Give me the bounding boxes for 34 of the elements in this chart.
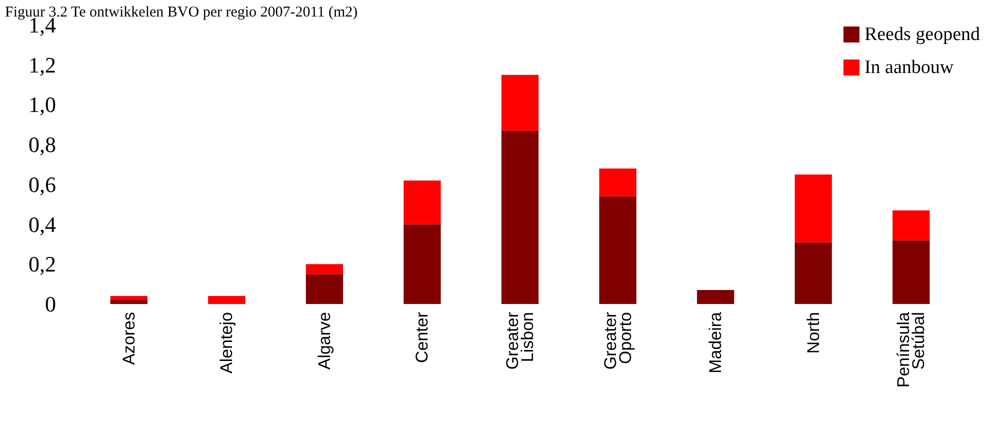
x-tick-label: North	[804, 312, 823, 354]
bar	[794, 242, 832, 304]
bar	[208, 296, 246, 304]
bar	[696, 290, 734, 304]
y-tick-label: 0,6	[28, 172, 56, 197]
x-tick-label: Algarve	[314, 312, 334, 370]
bar	[306, 264, 344, 274]
y-tick-label: 1,2	[28, 52, 56, 78]
y-tick-label: 0,4	[28, 212, 56, 237]
y-tick-label: 0,2	[28, 252, 56, 277]
bar	[404, 180, 441, 224]
bar	[599, 168, 636, 196]
y-tick-label: 1,0	[28, 92, 56, 118]
x-tick-label: Greater Oporto	[600, 312, 635, 370]
legend-label: In aanbouw	[864, 57, 954, 78]
bar	[794, 174, 832, 242]
bar	[404, 224, 441, 304]
bar	[306, 274, 344, 304]
y-tick-label: 0,8	[28, 132, 56, 158]
bar	[501, 74, 539, 131]
x-tick-label: Center	[412, 312, 432, 364]
bar	[892, 210, 930, 240]
x-tick-label: Azores	[119, 312, 138, 365]
x-tick-label: Greater Lisbon	[503, 312, 537, 370]
bar	[501, 130, 539, 304]
x-tick-label: Península Setúbal	[894, 311, 928, 388]
bar	[110, 296, 148, 300]
x-tick-label: Madeira	[706, 311, 726, 374]
y-tick-label: 0	[45, 292, 56, 316]
bar	[892, 240, 930, 304]
bar	[110, 300, 148, 304]
bar	[599, 196, 636, 304]
x-tick-label: Alentejo	[217, 312, 236, 374]
legend-label: Reeds geopend	[864, 24, 980, 45]
